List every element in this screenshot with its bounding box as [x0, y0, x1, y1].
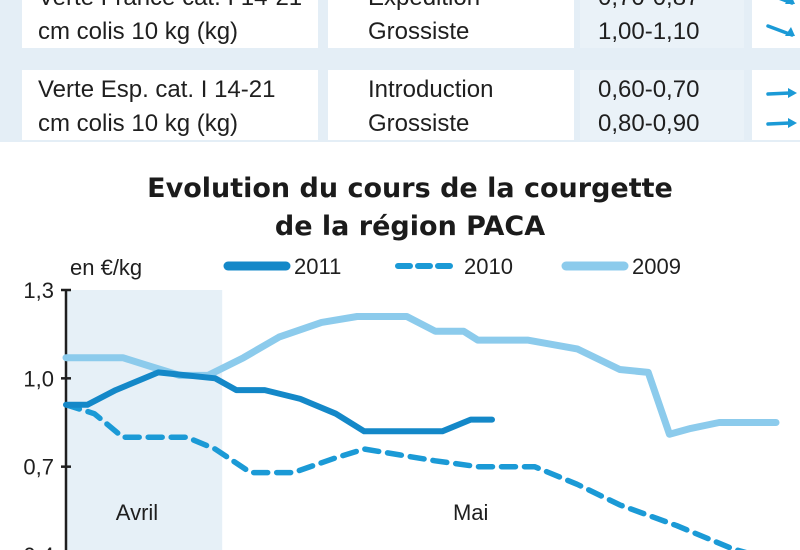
legend-label: 2009 [632, 254, 681, 279]
trend-cell [752, 0, 800, 48]
price-line: 0,60-0,70 [598, 76, 700, 103]
chart-title-line: Evolution du cours de la courgette [147, 173, 673, 204]
price-cell: 0,60-0,70 0,80-0,90 [580, 70, 744, 140]
series-line-2010 [63, 402, 747, 550]
y-tick-label: 1,3 [23, 278, 54, 303]
legend-label: 2010 [464, 254, 513, 279]
product-line: cm colis 10 kg (kg) [38, 18, 239, 45]
product-cell: Verte Esp. cat. I 14-21 cm colis 10 kg (… [22, 70, 318, 140]
product-line: cm colis 10 kg (kg) [38, 110, 239, 137]
stage-line: Grossiste [368, 110, 470, 137]
series-line-2011 [63, 369, 495, 435]
price-line: 1,00-1,10 [598, 18, 700, 45]
april-band [66, 290, 223, 550]
table-row: Verte France cat. I 14-21 cm colis 10 kg… [22, 0, 800, 48]
legend-label: 2011 [294, 254, 341, 279]
trend-down-arrow-icon [766, 24, 795, 37]
stage-line: Expédition [368, 0, 480, 12]
product-line: Verte Esp. cat. I 14-21 [38, 76, 276, 103]
price-line: 0,80-0,90 [598, 110, 700, 137]
month-label: Avril [116, 500, 158, 525]
trend-down-arrow-icon [779, 0, 795, 5]
trend-right-arrow-icon [766, 118, 797, 128]
price-table: Verte France cat. I 14-21 cm colis 10 kg… [0, 0, 800, 142]
stage-cell: Introduction Grossiste [328, 70, 574, 140]
chart-area: Evolution du cours de la courgette de la… [0, 150, 800, 550]
stage-cell: Expédition Grossiste [328, 0, 574, 48]
stage-line: Grossiste [368, 18, 470, 45]
chart-title-line: de la région PACA [274, 211, 546, 242]
y-tick-label: 0,7 [23, 455, 54, 480]
trend-cell [752, 70, 800, 140]
product-line: Verte France cat. I 14-21 [38, 0, 302, 12]
y-tick-label: 0,4 [23, 543, 54, 550]
stage-line: Introduction [368, 76, 494, 103]
table-row: Verte Esp. cat. I 14-21 cm colis 10 kg (… [22, 70, 800, 140]
price-cell: 0,70-0,87 1,00-1,10 [580, 0, 744, 48]
price-line: 0,70-0,87 [598, 0, 699, 12]
trend-right-arrow-icon [766, 88, 797, 98]
product-cell: Verte France cat. I 14-21 cm colis 10 kg… [22, 0, 318, 48]
month-label: Mai [453, 500, 488, 525]
y-axis-label: en €/kg [70, 255, 142, 280]
y-tick-label: 1,0 [23, 366, 54, 391]
